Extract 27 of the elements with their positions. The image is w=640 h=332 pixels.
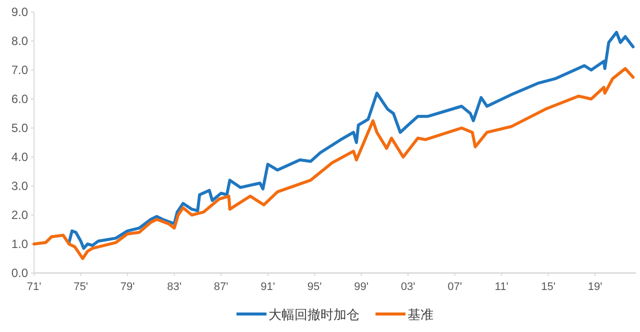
x-tick-label: 15' (541, 281, 556, 293)
x-tick-label: 91' (260, 281, 275, 293)
x-tick-label: 75' (74, 281, 88, 293)
y-tick-label: 7.0 (11, 63, 28, 77)
y-tick-label: 6.0 (11, 92, 28, 106)
y-tick-label: 8.0 (11, 34, 28, 48)
legend-label: 基准 (408, 307, 434, 322)
x-tick-label: 71' (26, 281, 42, 293)
y-tick-label: 2.0 (11, 208, 28, 222)
x-tick-label: 03' (400, 281, 416, 293)
y-tick-label: 3.0 (11, 179, 28, 193)
line-series (32, 67, 635, 260)
y-tick-label: 0.0 (11, 266, 28, 280)
y-tick-label: 5.0 (11, 121, 28, 135)
line-series (68, 30, 635, 250)
x-tick-label: 83' (167, 281, 182, 293)
x-tick-label: 87' (214, 281, 228, 293)
x-tick-label: 95' (307, 281, 322, 293)
x-tick-label: 99' (354, 281, 368, 293)
x-tick-label: 11' (494, 281, 508, 293)
x-tick-label: 19' (588, 281, 602, 293)
x-tick-label: 07' (448, 281, 462, 293)
x-tick-label: 79' (120, 281, 135, 293)
y-tick-label: 4.0 (11, 150, 28, 164)
legend-label: 大幅回撤时加仓 (268, 307, 360, 322)
y-tick-label: 1.0 (11, 237, 28, 251)
y-tick-label: 9.0 (11, 5, 28, 19)
